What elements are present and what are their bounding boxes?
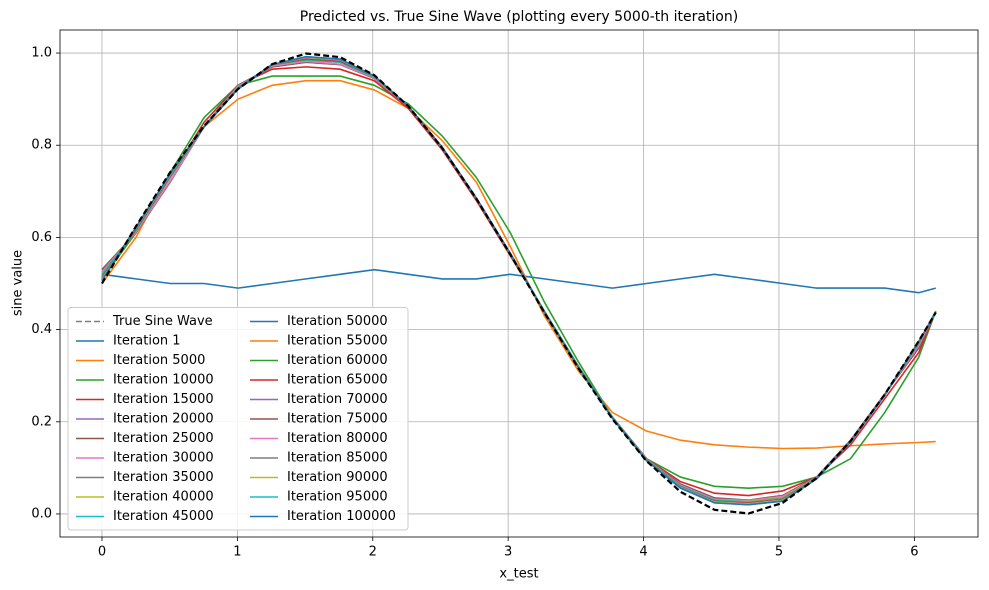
legend-label: Iteration 60000 — [287, 353, 388, 368]
legend-label: Iteration 35000 — [113, 470, 214, 485]
legend-label: Iteration 75000 — [287, 412, 388, 427]
y-tick-label: 0.4 — [31, 322, 52, 337]
y-tick-label: 0.2 — [31, 414, 52, 429]
x-tick-label: 3 — [504, 545, 512, 560]
legend-label: True Sine Wave — [112, 314, 213, 329]
x-tick-label: 1 — [233, 545, 241, 560]
legend-label: Iteration 90000 — [287, 470, 388, 485]
chart-title: Predicted vs. True Sine Wave (plotting e… — [300, 9, 738, 25]
legend-label: Iteration 40000 — [113, 490, 214, 505]
legend-label: Iteration 20000 — [113, 412, 214, 427]
legend-label: Iteration 85000 — [287, 451, 388, 466]
x-tick-label: 4 — [639, 545, 647, 560]
y-tick-label: 0.8 — [31, 138, 52, 153]
legend-label: Iteration 15000 — [113, 392, 214, 407]
x-axis-label: x_test — [499, 567, 538, 582]
legend-label: Iteration 70000 — [287, 392, 388, 407]
x-tick-label: 5 — [775, 545, 783, 560]
legend-label: Iteration 100000 — [287, 509, 396, 524]
legend-label: Iteration 65000 — [287, 373, 388, 388]
legend-label: Iteration 55000 — [287, 334, 388, 349]
y-axis-label: sine value — [11, 250, 26, 316]
legend-label: Iteration 50000 — [287, 314, 388, 329]
legend-label: Iteration 80000 — [287, 431, 388, 446]
line-series — [101, 268, 936, 294]
legend-box — [67, 307, 409, 531]
y-tick-label: 0.6 — [31, 230, 52, 245]
y-tick-label: 0.0 — [31, 506, 52, 521]
line-series — [101, 52, 937, 515]
legend-label: Iteration 25000 — [113, 431, 214, 446]
x-tick-label: 2 — [369, 545, 377, 560]
legend-label: Iteration 1 — [113, 334, 181, 349]
plot-frame — [59, 29, 979, 538]
legend-label: Iteration 5000 — [113, 353, 205, 368]
legend-label: Iteration 45000 — [113, 509, 214, 524]
x-tick-label: 6 — [910, 545, 918, 560]
x-tick-label: 0 — [98, 545, 106, 560]
legend-label: Iteration 10000 — [113, 373, 214, 388]
legend-label: Iteration 30000 — [113, 451, 214, 466]
legend-label: Iteration 95000 — [287, 490, 388, 505]
y-tick-label: 1.0 — [31, 46, 52, 61]
